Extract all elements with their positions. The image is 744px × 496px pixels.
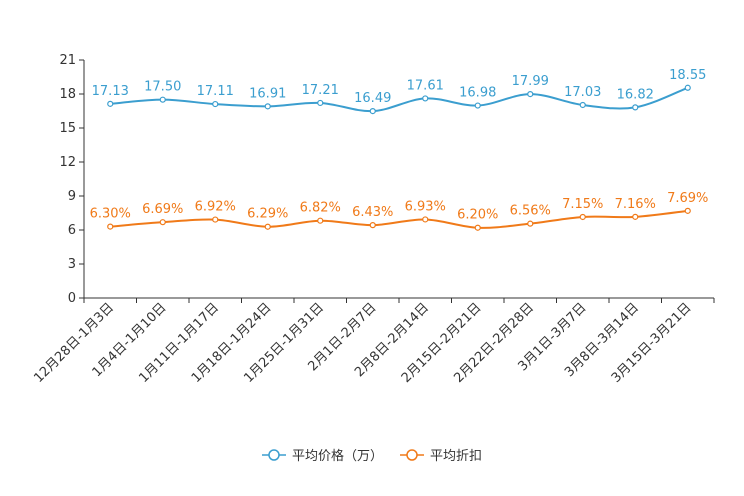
data-label: 16.98 [459,86,496,101]
legend: 平均价格（万） 平均折扣 [262,448,482,464]
data-label: 6.56% [510,204,551,219]
data-point [527,220,534,227]
data-label: 6.43% [352,205,393,220]
series-line [110,86,689,113]
data-label: 6.69% [142,202,183,217]
data-label: 16.49 [354,91,391,106]
data-point [474,102,481,109]
data-point [684,84,691,91]
data-label: 6.82% [300,201,341,216]
data-label: 16.82 [617,87,654,102]
legend-marker-icon [406,449,418,461]
data-point [317,217,324,224]
data-point [474,224,481,231]
y-tick-label: 0 [68,291,76,306]
legend-label: 平均价格（万） [292,448,383,464]
data-point [107,100,114,107]
series-group: 17.13 17.50 17.11 16.91 17.21 16.49 17.61 16.98… [90,68,708,231]
data-point [212,216,219,223]
data-point [632,213,639,220]
data-label: 17.50 [144,80,181,95]
data-point [264,223,271,230]
y-tick-label: 3 [68,257,76,272]
y-tick-label: 6 [68,223,76,238]
series-line [110,209,688,229]
data-point [527,91,534,98]
data-point [264,103,271,110]
data-point [212,100,219,108]
data-label: 6.93% [405,199,446,214]
legend-marker-icon [268,449,280,461]
data-label: 6.20% [457,208,498,223]
data-label: 7.15% [562,197,603,212]
series-1: 6.30% 6.69% 6.92% 6.29% 6.82% 6.43% 6.93% 6.20%… [90,191,708,231]
legend-item-0: 平均价格（万） [262,448,383,464]
data-point [159,219,166,226]
data-label: 6.30% [90,207,131,222]
data-label: 18.55 [669,68,706,83]
data-point [422,95,429,102]
data-label: 16.91 [249,86,286,101]
data-point [579,213,586,221]
y-tick-label: 12 [59,155,76,170]
y-tick-label: 18 [59,87,76,102]
data-label: 17.61 [407,78,444,93]
legend-item-1: 平均折扣 [400,449,482,464]
y-tick-label: 15 [59,121,76,136]
data-label: 17.21 [302,83,339,98]
data-point [422,216,429,223]
data-point [684,207,691,214]
data-label: 17.11 [197,84,234,99]
data-point [107,223,114,230]
data-label: 6.92% [195,200,236,215]
data-label: 17.03 [564,85,601,100]
data-point [369,108,376,115]
data-point [579,101,586,109]
y-tick-label: 21 [59,53,76,68]
data-point [159,96,166,103]
data-label: 7.69% [667,191,708,206]
data-label: 17.99 [512,74,549,89]
data-label: 6.29% [247,207,288,222]
legend-label: 平均折扣 [430,449,482,464]
data-label: 17.13 [92,84,129,99]
data-point [369,222,376,229]
data-point [632,104,639,111]
data-point [317,99,324,107]
y-tick-label: 9 [68,189,76,204]
data-label: 7.16% [615,197,656,212]
series-0: 17.13 17.50 17.11 16.91 17.21 16.49 17.61 16.98… [92,68,706,115]
